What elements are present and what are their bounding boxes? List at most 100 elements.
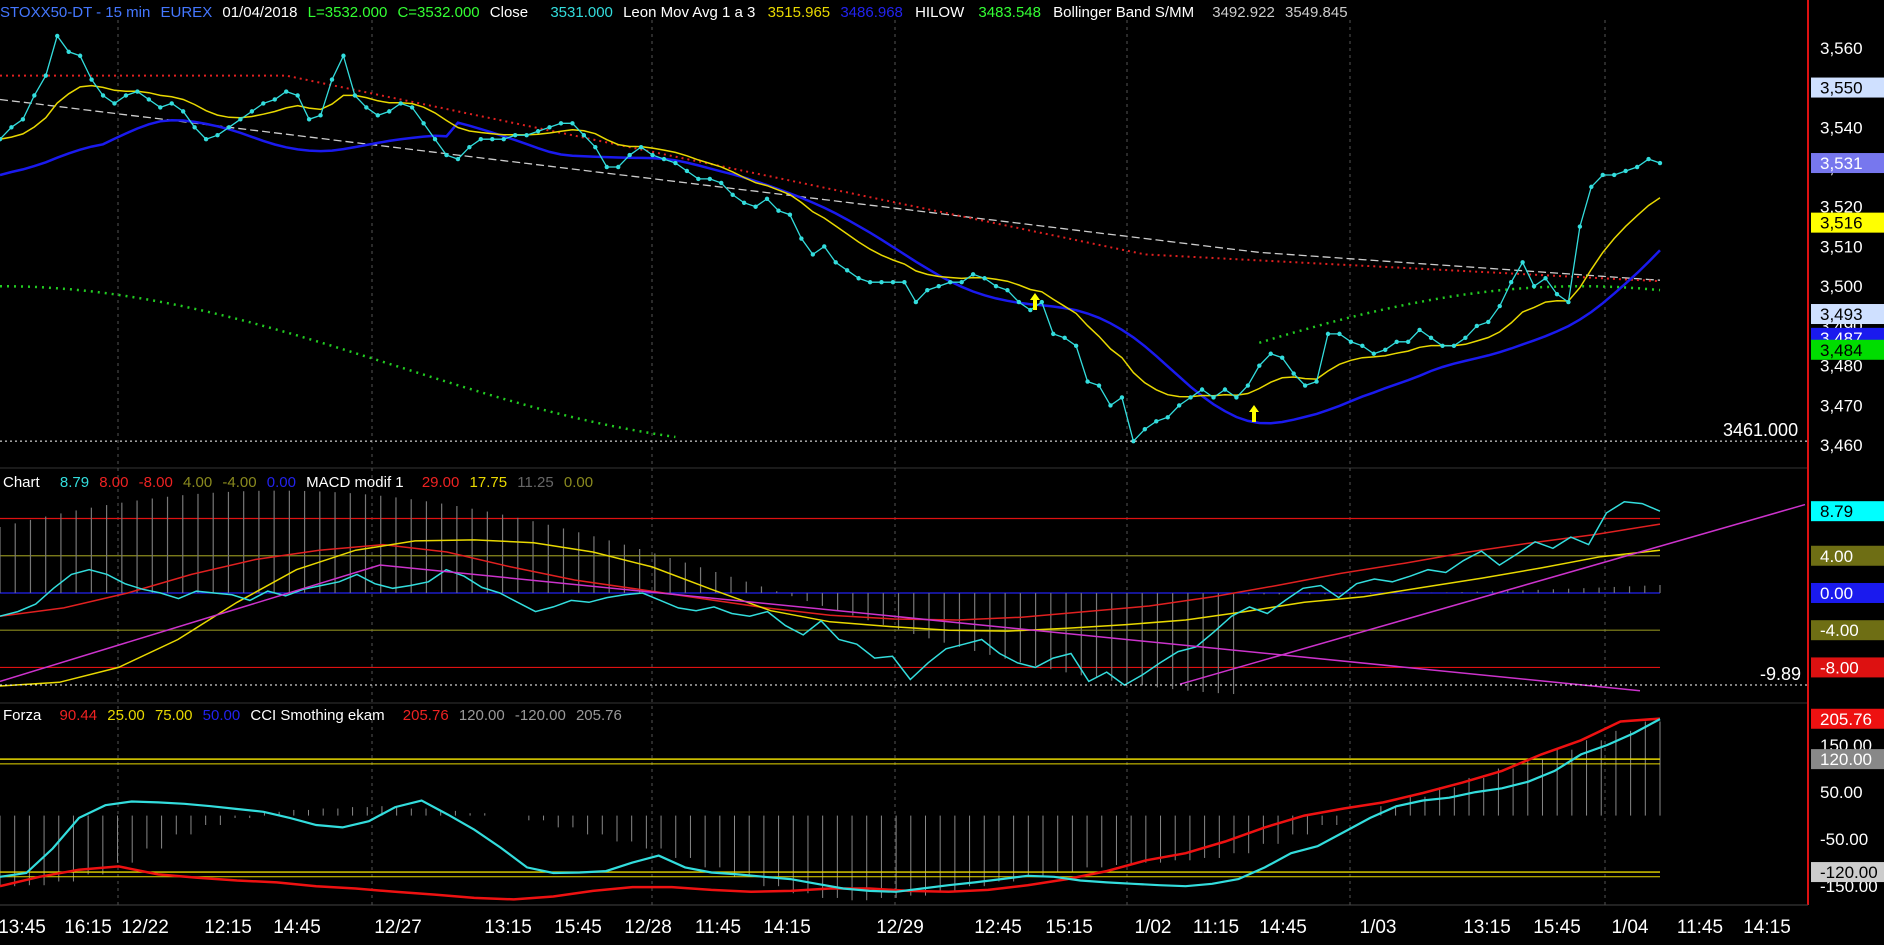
price-tick-label: 3,560 xyxy=(1820,39,1863,58)
close-price-point xyxy=(1405,339,1411,345)
bb-label: Bollinger Band S/MM xyxy=(1053,4,1195,21)
price-tick-label: 3,540 xyxy=(1820,118,1863,137)
close-price-point xyxy=(982,276,987,281)
x-tick-label: 11:15 xyxy=(1193,917,1239,938)
close-price-point xyxy=(730,192,735,198)
close-price-point xyxy=(135,89,140,94)
close-price-point xyxy=(1325,331,1331,337)
close-price-point xyxy=(1337,331,1342,337)
close-price-point xyxy=(146,97,152,102)
close-price-point xyxy=(1257,363,1262,368)
x-tick-label: 12:15 xyxy=(204,917,252,938)
close-price-point xyxy=(1428,335,1434,341)
close-price-point xyxy=(1039,299,1044,305)
close-price-point xyxy=(1383,347,1388,352)
macd-value-3: -8.00 xyxy=(138,474,173,491)
close-price-point xyxy=(467,144,472,150)
close-price-point xyxy=(1486,319,1491,325)
leon-fast-ma-line xyxy=(0,84,1661,398)
close-price-point xyxy=(844,268,850,273)
close-price-point xyxy=(1623,168,1628,174)
cci-badge: 120.00 xyxy=(1820,750,1872,769)
close-price-point xyxy=(627,152,632,158)
close-price-point xyxy=(1474,323,1480,329)
cci-name: CCI Smothing ekam xyxy=(250,707,385,724)
y-axis: 3,5603,5503,5403,5303,5203,5103,5003,490… xyxy=(1811,39,1884,896)
cci-value-4: 50.00 xyxy=(202,707,241,724)
price-tick-label: 3,520 xyxy=(1820,198,1863,217)
leon-value-2: 3486.968 xyxy=(840,4,903,21)
close-price-point xyxy=(1291,371,1296,376)
price-badge-bg xyxy=(1811,339,1884,360)
price-tick-label: 3,480 xyxy=(1820,357,1863,376)
macd-badge-bg xyxy=(1811,657,1884,678)
close-price-point xyxy=(833,260,838,265)
macd-panel: -9.89 xyxy=(0,490,1808,695)
close-price-point xyxy=(192,125,197,130)
close-price-point xyxy=(1188,395,1193,400)
close-price-point xyxy=(1440,343,1445,349)
macd-header: Chart 8.79 8.00 -8.00 4.00 -4.00 0.00 MA… xyxy=(3,474,603,492)
hilow-dotted-line xyxy=(1258,284,1661,344)
close-price-point xyxy=(764,196,770,201)
cci-value-6: 120.00 xyxy=(458,707,505,724)
close-price-point xyxy=(66,49,71,54)
price-badge: 3,484 xyxy=(1820,341,1863,360)
close-price-point xyxy=(879,280,884,285)
close-price-point xyxy=(593,144,598,150)
close-price-point xyxy=(799,236,804,241)
close-label: Close xyxy=(489,4,529,21)
x-tick-label: 13:45 xyxy=(0,917,46,938)
macd-badge-bg xyxy=(1811,620,1884,641)
close-price-point xyxy=(673,160,678,166)
x-tick-label: 11:45 xyxy=(695,917,741,938)
chart-grid xyxy=(0,0,1809,905)
close-price-point xyxy=(558,121,564,126)
x-tick-label: 15:45 xyxy=(554,917,602,938)
close-price-point xyxy=(1360,343,1365,349)
close-price-point xyxy=(1497,303,1502,309)
price-badge: 3,550 xyxy=(1820,79,1863,98)
close-price-point xyxy=(1142,427,1148,432)
close-price-point xyxy=(581,133,587,138)
close-price-point xyxy=(490,136,495,142)
macd-badge: -8.00 xyxy=(1820,658,1859,677)
close-price-point xyxy=(364,105,369,110)
close-price-point xyxy=(1646,156,1651,162)
cci-panel xyxy=(0,717,1661,901)
cci-badge-bg xyxy=(1811,749,1884,770)
hilow-value: 3483.548 xyxy=(978,4,1041,21)
leon-label: Leon Mov Avg 1 a 3 xyxy=(623,4,756,21)
close-price-point xyxy=(20,117,26,122)
x-tick-label: 14:15 xyxy=(763,917,811,938)
x-tick-label: 12/28 xyxy=(624,917,672,938)
low-level-label: 3461.000 xyxy=(1723,420,1798,440)
close-price-point xyxy=(1554,291,1560,297)
leon-value-1: 3515.965 xyxy=(767,4,831,21)
macd-badge-bg xyxy=(1811,501,1884,522)
bb-value-2: 3549.845 xyxy=(1285,4,1348,21)
close-price-point xyxy=(547,125,552,130)
close-price-point xyxy=(1245,383,1251,388)
close-price-point xyxy=(1073,343,1079,349)
x-tick-label: 14:45 xyxy=(273,917,321,938)
macd-badge-bg xyxy=(1811,545,1884,566)
cci-badge-bg xyxy=(1811,862,1884,883)
x-tick-label: 1/02 xyxy=(1135,917,1172,938)
macd-badge: 8.79 xyxy=(1820,502,1853,521)
macd-value-6: 0.00 xyxy=(266,474,296,491)
low-label: L=3532.000 xyxy=(307,4,388,21)
close-price-point xyxy=(32,93,37,98)
x-tick-label: 13:15 xyxy=(484,917,532,938)
close-price-point xyxy=(1222,387,1228,392)
x-tick-label: 15:15 xyxy=(1045,917,1093,938)
close-price-point xyxy=(1062,335,1067,341)
close-price-point xyxy=(409,105,415,110)
x-tick-label: 14:15 xyxy=(1743,917,1791,938)
close-price-point xyxy=(1577,224,1583,229)
price-badge-bg xyxy=(1811,304,1884,325)
price-tick-label: 3,500 xyxy=(1820,277,1863,296)
macd-value-8: 17.75 xyxy=(469,474,508,491)
close-price-point xyxy=(890,280,896,285)
